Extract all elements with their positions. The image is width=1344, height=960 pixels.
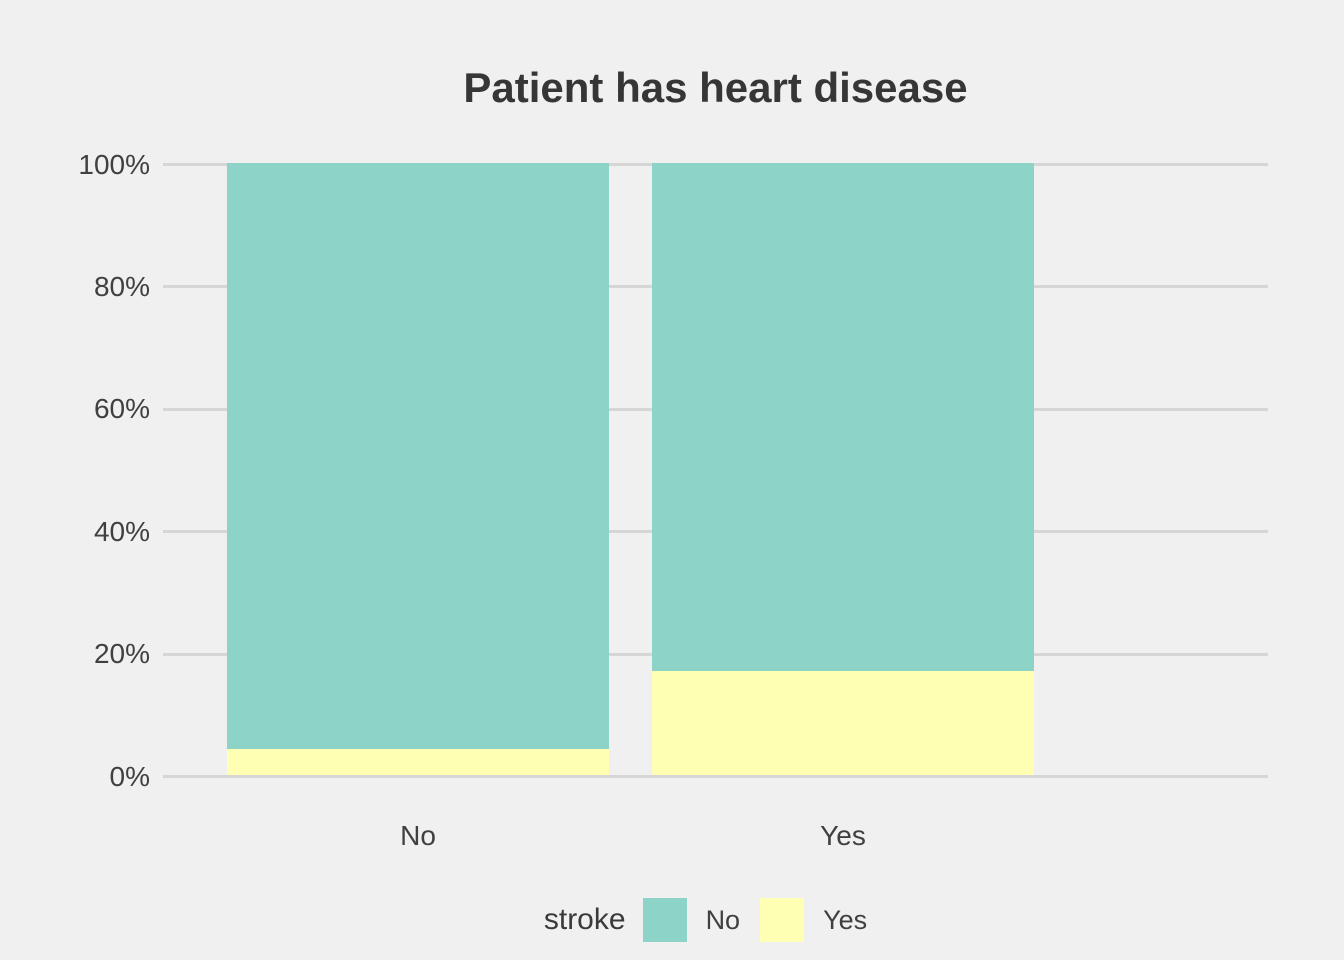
bar-no (226, 163, 610, 775)
legend-entry-yes: Yes (760, 898, 887, 942)
legend-swatch-yes (760, 898, 805, 942)
bar-segment-stroke-no (226, 163, 610, 750)
legend-swatch-no (642, 898, 687, 942)
y-axis: 0% 20% 40% 60% 80% 100% (0, 149, 150, 792)
legend: stroke No Yes (163, 892, 1268, 948)
x-axis-category-label: No (400, 820, 436, 851)
y-axis-tick-label: 80% (93, 270, 150, 302)
bar-segment-stroke-yes (651, 670, 1035, 775)
y-axis-tick-label: 40% (93, 515, 150, 547)
x-axis-category-label: Yes (820, 820, 866, 851)
plot-panel (163, 163, 1268, 778)
bar-segment-stroke-no (651, 163, 1035, 671)
y-axis-tick-label: 60% (93, 393, 150, 425)
legend-entry-label: Yes (823, 904, 868, 935)
legend-entry-label: No (705, 904, 741, 935)
bar-segment-stroke-yes (226, 749, 610, 775)
bar-yes (651, 163, 1035, 775)
legend-entry-no: No (642, 898, 761, 942)
y-axis-tick-label: 0% (109, 760, 150, 792)
chart-title: Patient has heart disease (463, 64, 968, 111)
gridline-0% (163, 775, 1268, 778)
y-axis-tick-label: 20% (93, 638, 150, 670)
x-axis: No Yes (0, 818, 1344, 854)
legend-title: stroke (543, 903, 626, 936)
y-axis-tick-label: 100% (78, 148, 150, 180)
